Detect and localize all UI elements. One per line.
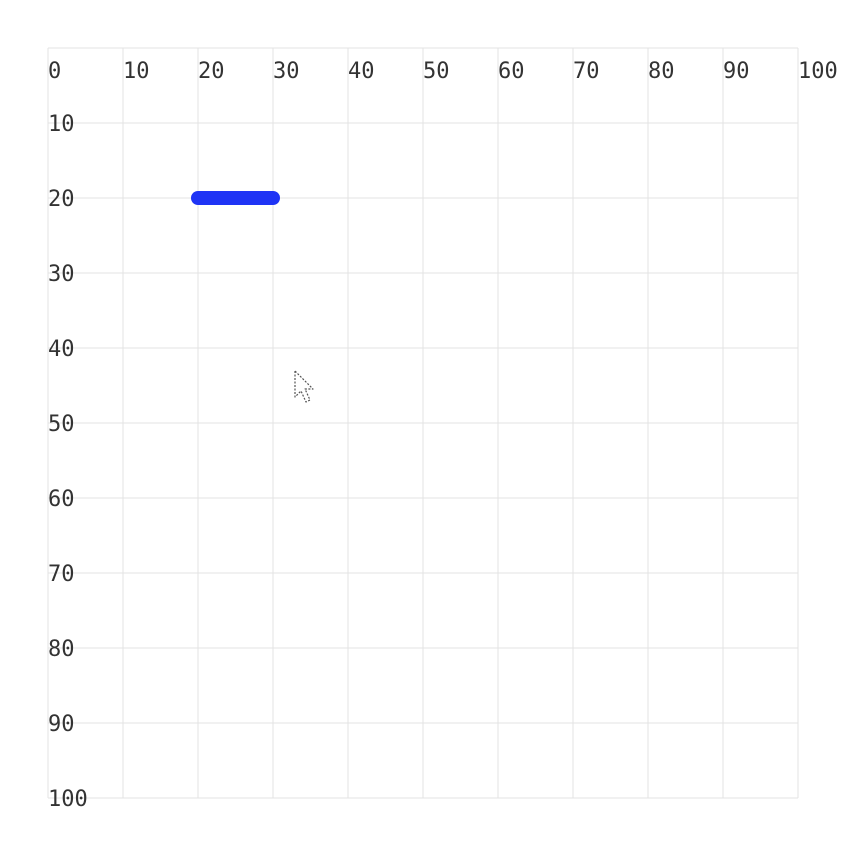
grid-lines xyxy=(47,47,799,799)
x-tick-label: 100 xyxy=(798,59,838,84)
y-tick-label: 60 xyxy=(48,487,75,512)
x-tick-label: 0 xyxy=(48,59,61,84)
y-axis-labels: 10 20 30 40 50 60 70 80 90 100 xyxy=(48,112,88,812)
x-tick-label: 20 xyxy=(198,59,225,84)
x-tick-label: 80 xyxy=(648,59,675,84)
x-tick-label: 30 xyxy=(273,59,300,84)
cursor-layer xyxy=(294,370,314,403)
y-tick-label: 30 xyxy=(48,262,75,287)
arrow-pointer-icon xyxy=(294,370,314,403)
x-axis-labels: 0 10 20 30 40 50 60 70 80 90 100 xyxy=(48,59,838,84)
x-tick-label: 90 xyxy=(723,59,750,84)
y-tick-label: 80 xyxy=(48,637,75,662)
y-tick-label: 90 xyxy=(48,712,75,737)
x-tick-label: 70 xyxy=(573,59,600,84)
x-tick-label: 60 xyxy=(498,59,525,84)
y-tick-label: 100 xyxy=(48,787,88,812)
y-tick-label: 50 xyxy=(48,412,75,437)
y-tick-label: 20 xyxy=(48,187,75,212)
y-tick-label: 70 xyxy=(48,562,75,587)
x-tick-label: 50 xyxy=(423,59,450,84)
y-tick-label: 10 xyxy=(48,112,75,137)
x-tick-label: 40 xyxy=(348,59,375,84)
x-tick-label: 10 xyxy=(123,59,150,84)
y-tick-label: 40 xyxy=(48,337,75,362)
